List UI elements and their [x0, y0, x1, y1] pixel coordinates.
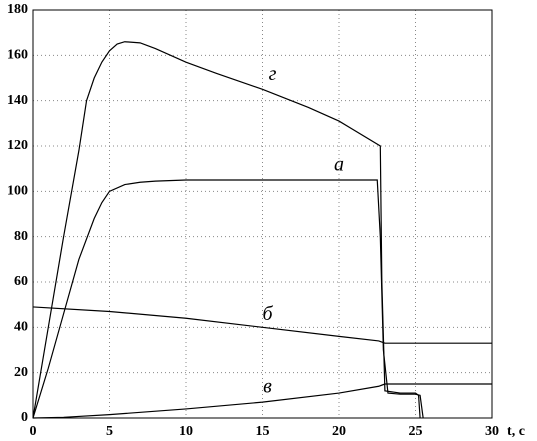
x-tick-label: 0: [30, 424, 37, 439]
plot-frame: [32, 9, 493, 419]
y-tick-label: 100: [7, 184, 28, 199]
y-tick-label: 20: [14, 365, 28, 380]
x-tick-label: 30: [485, 424, 499, 439]
y-tick-label: 160: [7, 48, 28, 63]
x-axis-label: t, c: [507, 424, 525, 439]
y-tick-label: 80: [14, 229, 28, 244]
y-tick-label: 0: [21, 410, 28, 425]
x-tick-label: 15: [256, 424, 270, 439]
y-tick-label: 120: [7, 138, 28, 153]
x-tick-label: 25: [409, 424, 423, 439]
y-tick-label: 40: [14, 320, 28, 335]
series-label: а: [334, 154, 344, 176]
line-series: [32, 306, 492, 344]
x-tick-label: 5: [106, 424, 113, 439]
x-tick-label: 10: [179, 424, 193, 439]
series-label: г: [269, 63, 277, 85]
y-tick-label: 140: [7, 93, 28, 108]
y-tick-label: 60: [14, 274, 28, 289]
series-label: в: [263, 376, 272, 398]
line-series: [32, 41, 421, 419]
y-tick-label: 180: [7, 2, 28, 17]
line-series: [32, 383, 492, 419]
x-tick-label: 20: [332, 424, 346, 439]
series-label: б: [262, 303, 273, 325]
line-series: [32, 179, 424, 419]
